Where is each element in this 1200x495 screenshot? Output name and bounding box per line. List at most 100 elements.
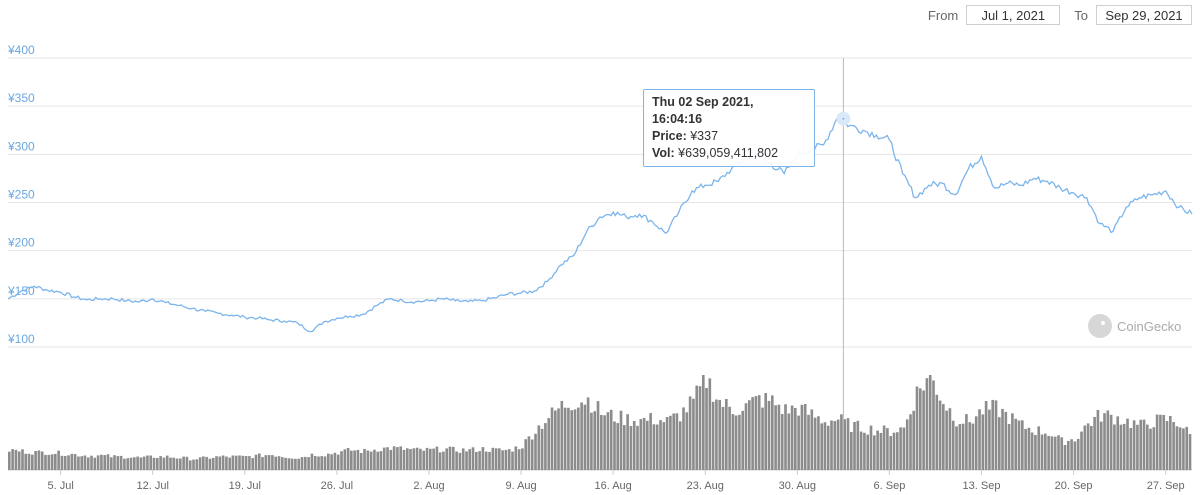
- x-tick-label: 19. Jul: [229, 480, 261, 492]
- volume-bar: [149, 455, 153, 470]
- volume-bar: [353, 450, 356, 470]
- volume-bar: [136, 456, 139, 470]
- y-tick-label: ¥200: [7, 236, 35, 250]
- volume-bar: [1047, 435, 1050, 470]
- volume-bar: [912, 410, 916, 470]
- volume-bar: [899, 427, 902, 470]
- volume-bar: [60, 455, 64, 470]
- from-label: From: [927, 7, 959, 23]
- volume-bar: [231, 455, 235, 470]
- volume-bar: [1162, 414, 1166, 470]
- tooltip-vol-label: Vol:: [652, 146, 675, 160]
- volume-bar: [915, 386, 919, 470]
- volume-bar: [639, 419, 643, 470]
- volume-bar: [961, 423, 965, 470]
- volume-bar: [507, 449, 511, 470]
- volume-bar: [994, 400, 998, 470]
- volume-bar: [382, 447, 386, 470]
- x-tick-label: 16. Aug: [594, 480, 631, 492]
- volume-bar: [202, 456, 205, 470]
- volume-bar: [1172, 422, 1175, 470]
- volume-bar: [632, 421, 636, 470]
- volume-bar: [909, 414, 912, 470]
- volume-bar: [139, 457, 143, 470]
- volume-bar: [853, 422, 856, 470]
- volume-bar: [287, 458, 291, 470]
- volume-bar: [619, 410, 623, 470]
- volume-bar: [11, 449, 14, 470]
- to-label: To: [1074, 7, 1088, 23]
- y-axis-ticks: ¥400¥350¥300¥250¥200¥150¥100: [7, 43, 35, 346]
- volume-bar: [1122, 423, 1126, 470]
- volume-bar: [685, 412, 689, 470]
- volume-bar: [958, 424, 962, 470]
- volume-bar: [103, 455, 107, 470]
- volume-bar: [448, 446, 452, 470]
- to-date-input[interactable]: Sep 29, 2021: [1096, 5, 1192, 25]
- volume-bar: [1050, 436, 1054, 470]
- volume-bar: [21, 449, 24, 470]
- volume-bar: [882, 425, 886, 470]
- volume-bar: [563, 407, 567, 470]
- coingecko-watermark: CoinGecko: [1088, 314, 1181, 338]
- volume-bar: [234, 455, 238, 470]
- volume-bar: [238, 455, 241, 470]
- volume-bar: [159, 456, 162, 470]
- volume-bar: [787, 413, 791, 470]
- volume-bar: [425, 447, 429, 470]
- volume-bars: [8, 375, 1192, 470]
- volume-bar: [100, 454, 103, 470]
- volume-bar: [277, 456, 281, 470]
- volume-bar: [702, 375, 705, 470]
- volume-bar: [1034, 435, 1037, 470]
- volume-bar: [744, 403, 748, 470]
- volume-bar: [498, 448, 501, 470]
- volume-bar: [1132, 420, 1136, 470]
- volume-bar: [557, 408, 560, 470]
- volume-bar: [856, 420, 860, 470]
- volume-bar: [751, 397, 754, 470]
- volume-bar: [636, 425, 639, 470]
- volume-bar: [521, 448, 524, 470]
- volume-bar: [662, 422, 666, 470]
- volume-bar: [396, 447, 399, 470]
- volume-bar: [57, 450, 60, 470]
- volume-bar: [981, 414, 985, 470]
- volume-bar: [123, 458, 126, 470]
- volume-bar: [1027, 427, 1031, 470]
- volume-bar: [731, 414, 735, 470]
- volume-bar: [1007, 424, 1011, 470]
- volume-bar: [820, 423, 824, 470]
- volume-bar: [129, 457, 133, 470]
- volume-bar: [807, 414, 810, 470]
- volume-bar: [175, 458, 179, 470]
- volume-bar: [649, 413, 652, 470]
- x-tick-label: 23. Aug: [687, 480, 724, 492]
- volume-bar: [1024, 428, 1027, 470]
- volume-bar: [258, 453, 261, 470]
- volume-bar: [606, 412, 610, 470]
- volume-bar: [80, 456, 84, 470]
- volume-bar: [830, 420, 833, 470]
- volume-bar: [481, 447, 485, 470]
- volume-bar: [281, 457, 284, 470]
- volume-bar: [113, 455, 116, 470]
- volume-bar: [386, 447, 389, 470]
- volume-bar: [1113, 424, 1116, 470]
- volume-bar: [475, 452, 478, 470]
- volume-bar: [708, 378, 712, 470]
- from-date-input[interactable]: Jul 1, 2021: [966, 5, 1061, 25]
- volume-bar: [221, 455, 225, 470]
- volume-bar: [1093, 417, 1096, 470]
- volume-bar: [162, 457, 166, 470]
- volume-bar: [826, 425, 830, 470]
- volume-bar: [1103, 413, 1106, 470]
- volume-bar: [905, 419, 909, 470]
- volume-bar: [984, 401, 988, 470]
- volume-bar: [1063, 445, 1067, 470]
- volume-bar: [67, 455, 70, 470]
- y-tick-label: ¥400: [7, 43, 35, 57]
- volume-bar: [435, 446, 439, 470]
- volume-bar: [738, 414, 741, 470]
